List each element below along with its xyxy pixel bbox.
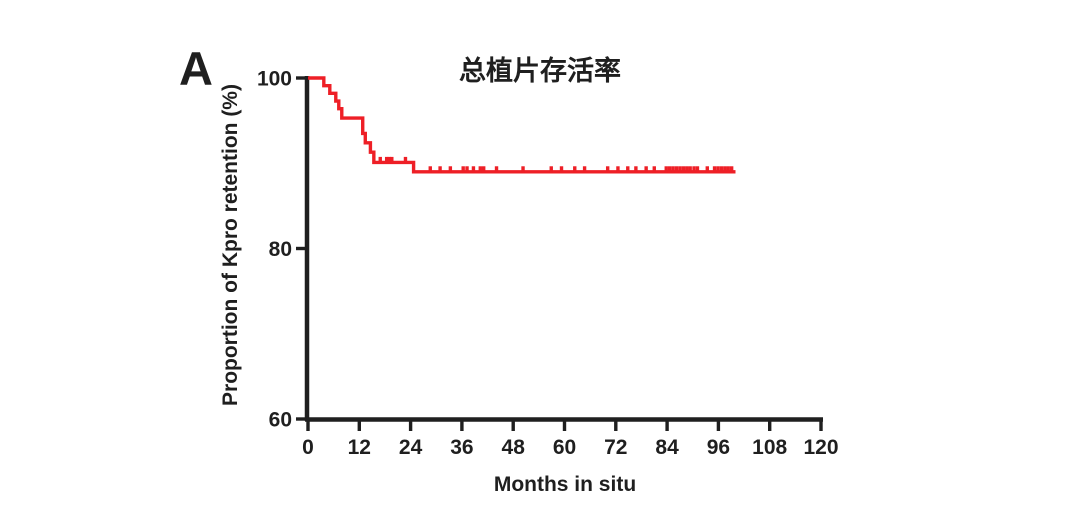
axes-layer: 60 80 100 0 12 24 36 48 60 72 84 96 108 120: [257, 68, 839, 460]
x-tick-label: 96: [707, 436, 730, 459]
x-tick-label: 60: [553, 436, 576, 459]
x-axis-title: Months in situ: [494, 473, 636, 496]
x-tick-label: 0: [302, 436, 314, 459]
y-tick-label: 100: [257, 68, 292, 91]
panel-label: A: [179, 42, 213, 95]
y-axis-title: Proportion of Kpro retention (%): [219, 84, 242, 406]
x-tick-label: 48: [502, 436, 526, 459]
y-tick-label: 80: [269, 238, 292, 261]
x-tick-label: 24: [399, 436, 423, 459]
y-tick-label: 60: [269, 409, 292, 432]
survival-curve: [308, 76, 736, 174]
x-tick-label: 120: [803, 436, 838, 459]
x-tick-label: 12: [348, 436, 371, 459]
curve-layer: [308, 76, 736, 174]
x-tick-label: 108: [752, 436, 787, 459]
x-tick-label: 84: [655, 436, 679, 459]
x-tick-label: 72: [604, 436, 627, 459]
chart-title: 总植片存活率: [459, 55, 621, 86]
x-tick-label: 36: [450, 436, 473, 459]
